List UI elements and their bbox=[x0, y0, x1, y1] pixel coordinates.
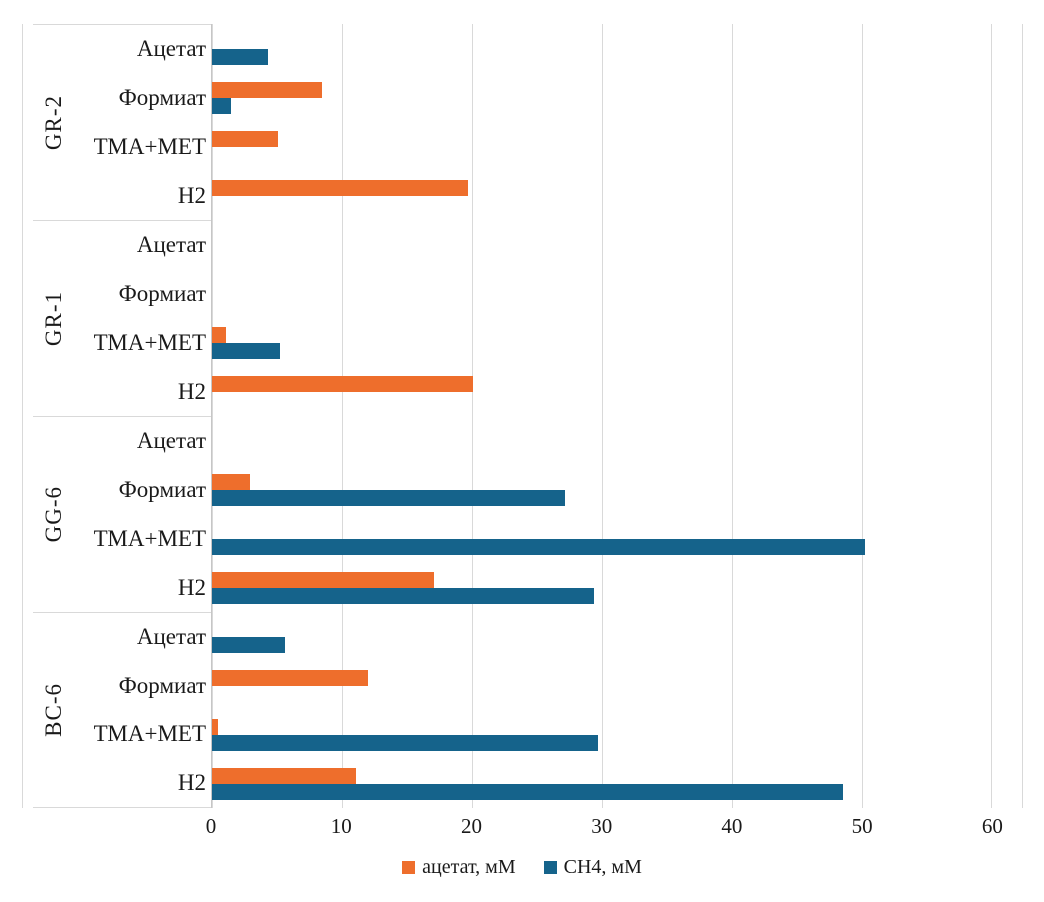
bar-row bbox=[212, 416, 1022, 465]
category-label: ТМА+МЕТ bbox=[93, 329, 206, 355]
bar-row bbox=[212, 24, 1022, 73]
legend-item-acetate: ацетат, мМ bbox=[402, 856, 516, 879]
x-axis-tick-label: 50 bbox=[851, 814, 873, 838]
bar-row bbox=[212, 220, 1022, 269]
group-label: GR-1 bbox=[41, 290, 66, 347]
group-label-cell: GR-2 bbox=[33, 25, 75, 220]
bar-acetate bbox=[212, 81, 323, 98]
category-label: Формиат bbox=[118, 672, 206, 698]
bar-row bbox=[212, 73, 1022, 122]
bar-row bbox=[212, 122, 1022, 171]
category-label: Формиат bbox=[118, 477, 206, 503]
bar-ch4 bbox=[212, 97, 232, 114]
legend-label-ch4: CH4, мМ bbox=[563, 856, 642, 878]
x-axis-tick-label: 0 bbox=[205, 814, 217, 838]
bar-row bbox=[212, 759, 1022, 808]
legend: ацетат, мМ CH4, мМ bbox=[0, 856, 1044, 879]
category-label: ТМА+МЕТ bbox=[93, 133, 206, 159]
category-label: Н2 bbox=[177, 378, 206, 404]
legend-label-acetate: ацетат, мМ bbox=[422, 856, 516, 878]
x-axis-tick-label: 20 bbox=[460, 814, 482, 838]
category-label: Формиат bbox=[118, 281, 206, 307]
bar-row bbox=[212, 465, 1022, 514]
group-label-cell: BC-6 bbox=[33, 613, 75, 807]
category-label: Н2 bbox=[177, 182, 206, 208]
bar-ch4 bbox=[212, 587, 594, 604]
group-cell-GR-1: GR-1 Ацетат Формиат ТМА+МЕТ Н2 bbox=[33, 220, 211, 416]
bar-row bbox=[212, 563, 1022, 612]
group-label: BC-6 bbox=[41, 683, 66, 737]
category-label: Н2 bbox=[177, 574, 206, 600]
bar-row bbox=[212, 318, 1022, 367]
bar-acetate bbox=[212, 767, 357, 784]
gridline bbox=[731, 24, 733, 808]
gridline bbox=[991, 24, 993, 808]
bar-ch4 bbox=[212, 636, 285, 653]
bar-row bbox=[212, 612, 1022, 661]
x-axis-tick-label: 40 bbox=[721, 814, 743, 838]
bar-row bbox=[212, 710, 1022, 759]
group-cell-GR-2: GR-2 Ацетат Формиат ТМА+МЕТ Н2 bbox=[33, 24, 211, 220]
x-axis-tick-label: 60 bbox=[981, 814, 1003, 838]
acetate-swatch-icon bbox=[402, 861, 416, 874]
x-axis-tick-label: 10 bbox=[330, 814, 352, 838]
category-label: ТМА+МЕТ bbox=[93, 721, 206, 747]
bar-acetate bbox=[212, 326, 227, 343]
category-label: ТМА+МЕТ bbox=[93, 525, 206, 551]
bar-acetate bbox=[212, 130, 279, 147]
bar-acetate bbox=[212, 669, 368, 686]
bar-acetate bbox=[212, 718, 219, 735]
category-label: Формиат bbox=[118, 85, 206, 111]
bar-row bbox=[212, 269, 1022, 318]
bar-ch4 bbox=[212, 48, 268, 65]
bar-row bbox=[212, 367, 1022, 416]
bar-ch4 bbox=[212, 783, 844, 800]
bar-acetate bbox=[212, 375, 474, 392]
bar-row bbox=[212, 661, 1022, 710]
group-label-cell: GG-6 bbox=[33, 417, 75, 612]
category-label: Н2 bbox=[177, 769, 206, 795]
ch4-swatch-icon bbox=[543, 861, 557, 874]
gridline bbox=[861, 24, 863, 808]
category-label: Ацетат bbox=[136, 428, 206, 454]
category-label: Ацетат bbox=[136, 36, 206, 62]
bar-ch4 bbox=[212, 489, 566, 506]
group-cell-BC-6: BC-6 Ацетат Формиат ТМА+МЕТ Н2 bbox=[33, 612, 211, 808]
bar-ch4 bbox=[212, 538, 866, 555]
bar-acetate bbox=[212, 179, 468, 196]
bar-row bbox=[212, 171, 1022, 220]
category-label: Ацетат bbox=[136, 232, 206, 258]
gridline bbox=[212, 24, 213, 808]
bar-ch4 bbox=[212, 734, 598, 751]
bar-acetate bbox=[212, 571, 435, 588]
legend-item-ch4: CH4, мМ bbox=[543, 856, 642, 879]
x-axis: 0 10 20 30 40 50 60 bbox=[206, 814, 1023, 844]
group-label: GR-2 bbox=[41, 94, 66, 151]
gridline bbox=[341, 24, 343, 808]
bar-acetate bbox=[212, 473, 250, 490]
group-label: GG-6 bbox=[41, 486, 66, 543]
x-axis-tick-label: 30 bbox=[591, 814, 613, 838]
category-label: Ацетат bbox=[136, 624, 206, 650]
gridline bbox=[601, 24, 603, 808]
bar-ch4 bbox=[212, 342, 280, 359]
group-cell-GG-6: GG-6 Ацетат Формиат ТМА+МЕТ Н2 bbox=[33, 416, 211, 612]
group-label-cell: GR-1 bbox=[33, 221, 75, 416]
bar-row bbox=[212, 514, 1022, 563]
category-axis: GR-2 Ацетат Формиат ТМА+МЕТ Н2 GR-1 Ацетат Форм… bbox=[22, 24, 211, 808]
gridline bbox=[471, 24, 473, 808]
plot-area bbox=[211, 24, 1023, 808]
